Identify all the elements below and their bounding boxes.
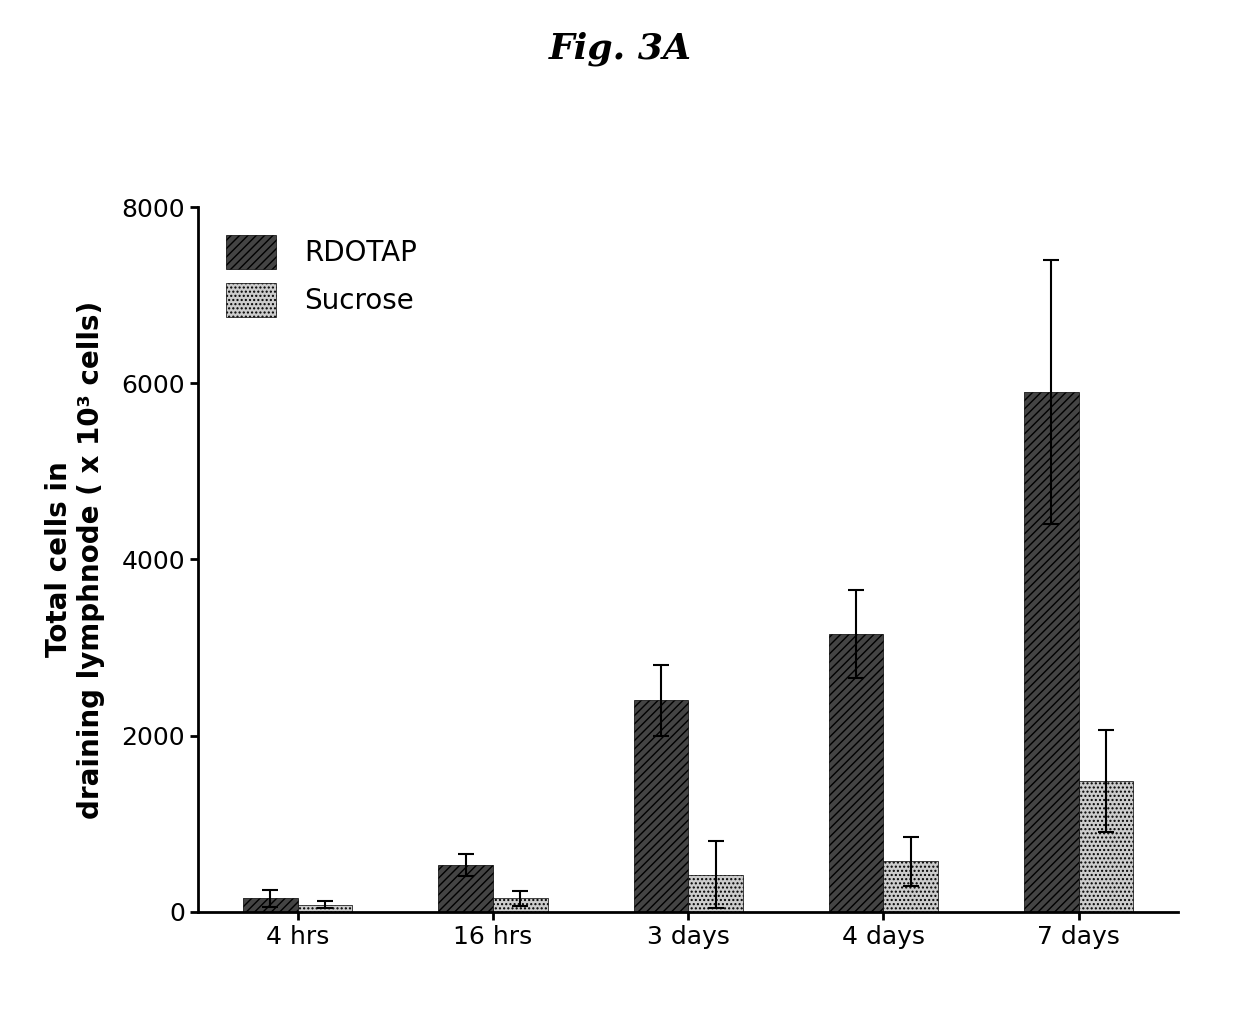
Y-axis label: Total cells in
draining lymphnode ( x 10³ cells): Total cells in draining lymphnode ( x 10…: [45, 300, 105, 818]
Bar: [438, 865, 494, 912]
Bar: [883, 862, 939, 912]
Bar: [243, 898, 298, 912]
Legend: RDOTAP, Sucrose: RDOTAP, Sucrose: [212, 221, 430, 330]
Bar: [1079, 781, 1133, 912]
Bar: [634, 700, 688, 912]
Bar: [494, 898, 548, 912]
Text: Fig. 3A: Fig. 3A: [548, 31, 692, 65]
Bar: [828, 634, 883, 912]
Bar: [298, 904, 352, 912]
Bar: [1024, 392, 1079, 912]
Bar: [688, 874, 743, 912]
